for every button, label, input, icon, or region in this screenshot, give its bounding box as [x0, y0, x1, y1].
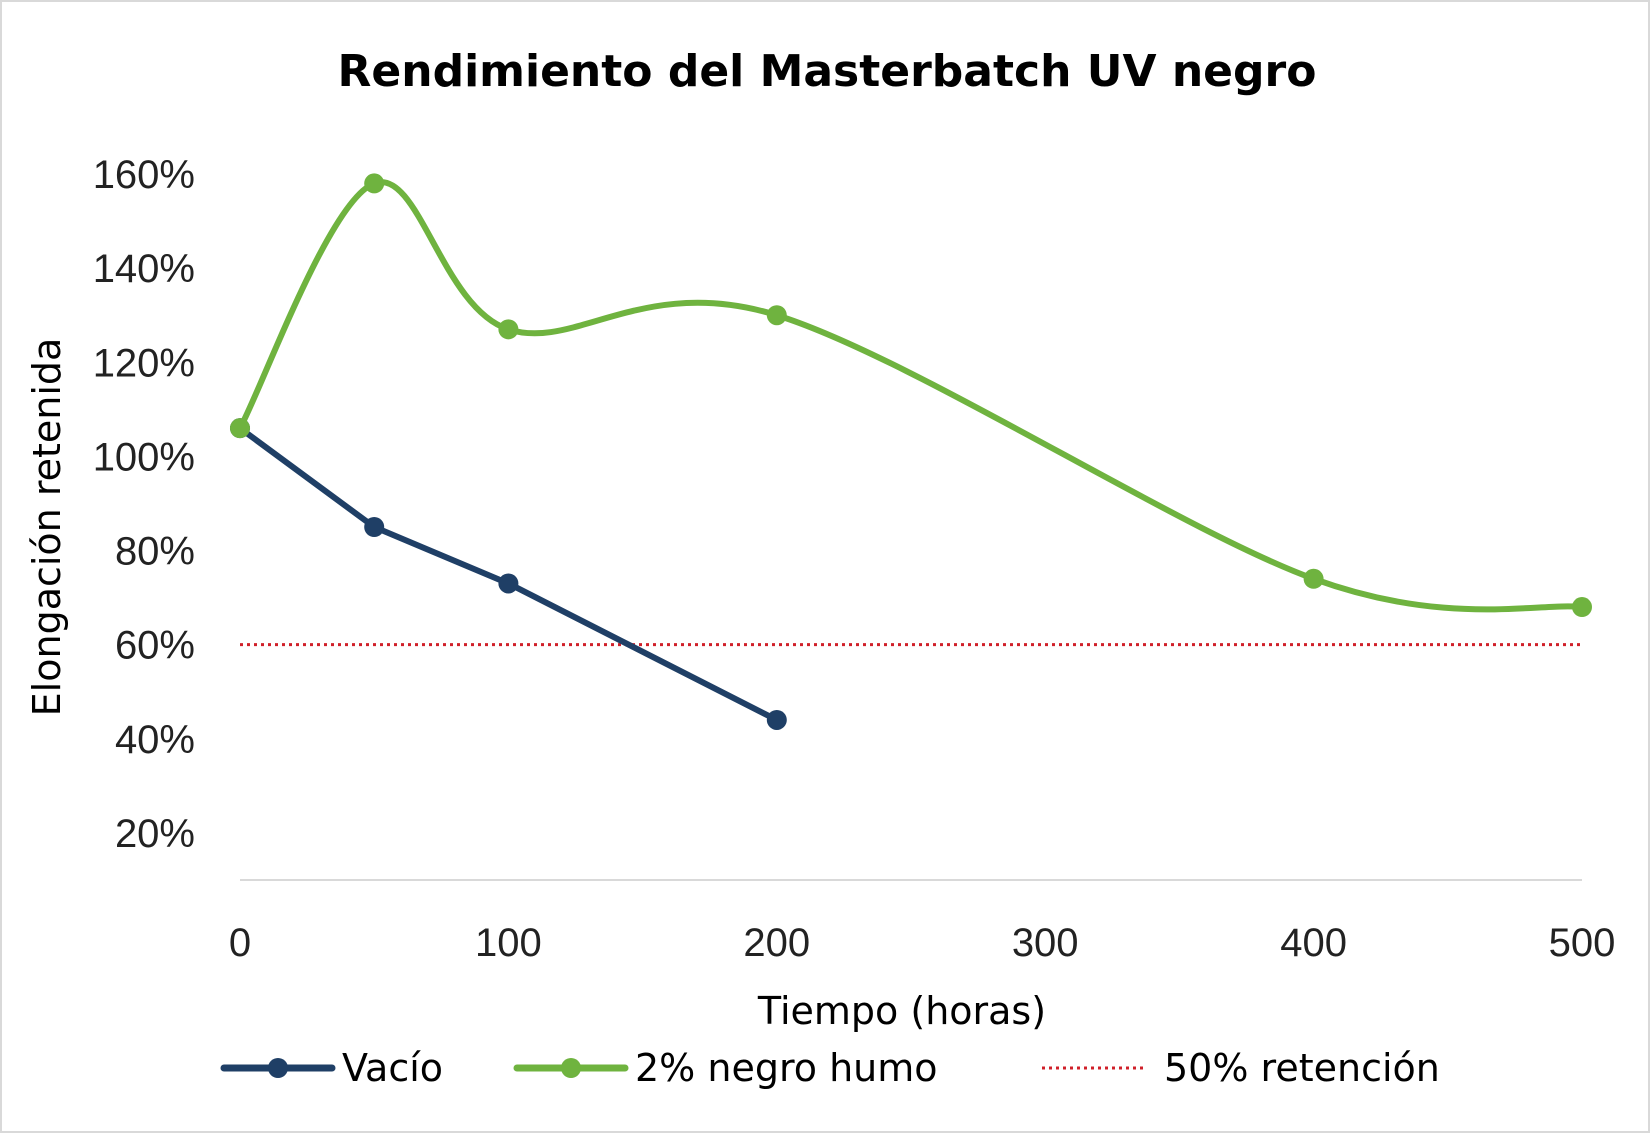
- x-axis-ticks: 0 100 200 300 400 500: [229, 921, 1616, 965]
- x-tick-label: 0: [229, 921, 251, 965]
- x-tick-label: 100: [475, 921, 542, 965]
- y-tick-label: 140%: [93, 247, 195, 291]
- y-tick-label: 20%: [115, 812, 195, 856]
- y-tick-label: 100%: [93, 435, 195, 479]
- chart-title: Rendimiento del Masterbatch UV negro: [338, 46, 1317, 97]
- series-0-point: [364, 517, 385, 537]
- series-layer: [230, 173, 1592, 730]
- legend-label: 50% retención: [1164, 1046, 1440, 1090]
- x-tick-label: 500: [1549, 921, 1616, 965]
- y-tick-label: 160%: [93, 153, 195, 197]
- series-1-line: [237, 179, 1585, 613]
- series-1-point: [1303, 568, 1324, 589]
- x-tick-label: 300: [1012, 921, 1079, 965]
- series-1-point: [364, 173, 385, 194]
- series-1-point: [230, 418, 250, 439]
- series-1-point: [1572, 597, 1592, 618]
- series-1-point: [498, 319, 519, 340]
- y-axis-label: Elongación retenida: [25, 338, 69, 717]
- y-axis-ticks: 20% 40% 60% 80% 100% 120% 140% 160%: [93, 153, 195, 856]
- y-tick-label: 40%: [115, 718, 195, 762]
- legend-label: 2% negro humo: [635, 1046, 938, 1090]
- x-tick-label: 400: [1280, 921, 1347, 965]
- legend-marker: [268, 1058, 288, 1078]
- series-1-point: [766, 305, 787, 326]
- x-tick-label: 200: [743, 921, 810, 965]
- y-tick-label: 80%: [115, 530, 195, 574]
- series-0-line: [237, 425, 780, 723]
- x-axis-label: Tiempo (horas): [757, 989, 1046, 1033]
- legend-marker: [561, 1058, 581, 1078]
- y-tick-label: 60%: [115, 624, 195, 668]
- legend-label: Vacío: [342, 1046, 443, 1090]
- y-tick-label: 120%: [93, 341, 195, 385]
- legend: Vacío 2% negro humo 50% retención: [220, 1046, 1440, 1090]
- series-0-point: [498, 573, 519, 594]
- series-0-point: [766, 709, 787, 730]
